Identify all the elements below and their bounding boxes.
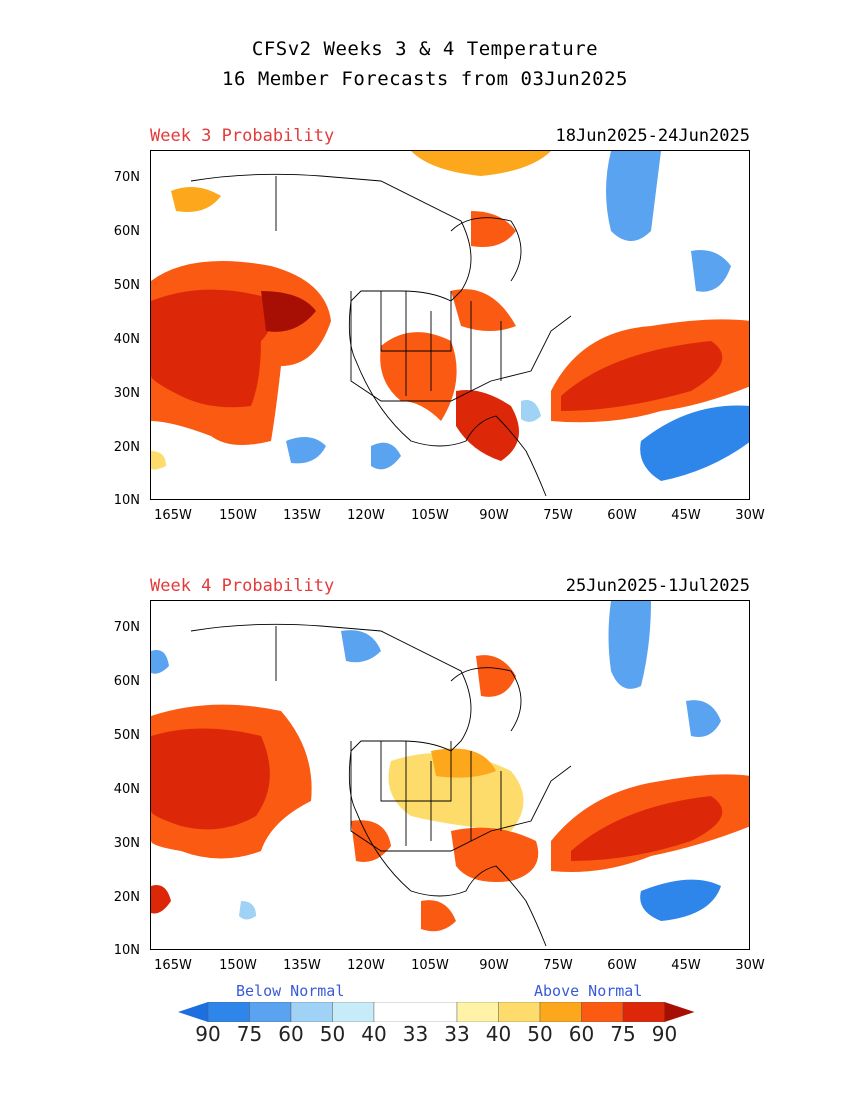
colorbar-bin	[456, 1002, 499, 1022]
week3-lat-tick: 10N	[113, 493, 140, 508]
colorbar-bin	[332, 1002, 375, 1022]
week3-lat-tick: 50N	[113, 278, 140, 293]
legend-below-normal-label: Below Normal	[236, 982, 345, 1000]
colorbar-bin	[539, 1002, 582, 1022]
week4-lon-tick: 90W	[479, 958, 509, 973]
week3-lon-tick: 165W	[154, 508, 192, 523]
week4-lon-tick: 165W	[154, 958, 192, 973]
colorbar-arrow-left	[178, 1002, 208, 1022]
week3-lon-tick: 120W	[347, 508, 385, 523]
colorbar-bin	[581, 1002, 624, 1022]
colorbar-bin	[207, 1002, 250, 1022]
week3-lon-tick: 105W	[411, 508, 449, 523]
legend-value: 33	[444, 1022, 470, 1046]
week3-above-normal-areas	[151, 151, 749, 470]
week4-lon-tick: 45W	[671, 958, 701, 973]
week4-lat-tick: 10N	[113, 943, 140, 958]
week3-lat-tick: 30N	[113, 386, 140, 401]
week4-lat-tick: 50N	[113, 728, 140, 743]
legend-value: 40	[485, 1022, 512, 1046]
week4-lon-tick: 105W	[411, 958, 449, 973]
week4-lat-tick: 30N	[113, 836, 140, 851]
legend-value: 75	[236, 1022, 263, 1046]
colorbar-bin	[249, 1002, 292, 1022]
legend-value: 90	[651, 1022, 678, 1046]
week3-lon-tick: 90W	[479, 508, 509, 523]
week3-coastlines	[190, 173, 572, 497]
week3-lon-tick: 60W	[607, 508, 637, 523]
week4-lon-tick: 120W	[347, 958, 385, 973]
colorbar-bin	[498, 1002, 541, 1022]
week4-lon-tick: 30W	[735, 958, 765, 973]
week3-lat-tick: 20N	[113, 440, 140, 455]
week4-lon-tick: 75W	[543, 958, 573, 973]
legend-value: 50	[319, 1022, 346, 1046]
colorbar-bin	[622, 1002, 665, 1022]
legend-above-normal-label: Above Normal	[534, 982, 643, 1000]
legend-value: 75	[610, 1022, 636, 1046]
week4-lon-tick: 135W	[283, 958, 321, 973]
week4-coastlines	[190, 623, 572, 947]
colorbar-arrow-right	[664, 1002, 695, 1022]
week4-lat-tick: 40N	[113, 782, 140, 797]
week4-map	[150, 600, 750, 950]
week3-lat-tick: 40N	[113, 332, 140, 347]
week3-lon-tick: 45W	[671, 508, 701, 523]
legend-value: 60	[568, 1022, 595, 1046]
legend-value: 50	[527, 1022, 553, 1046]
chart-subtitle: 16 Member Forecasts from 03Jun2025	[222, 68, 628, 90]
legend-colorbar	[178, 1002, 695, 1022]
week4-lat-tick: 70N	[113, 620, 140, 635]
week4-lon-tick: 150W	[219, 958, 257, 973]
week4-dates: 25Jun2025-1Jul2025	[565, 576, 750, 596]
chart-title: CFSv2 Weeks 3 & 4 Temperature	[251, 38, 599, 60]
colorbar-bin	[373, 1002, 458, 1022]
week4-label: Week 4 Probability	[150, 576, 335, 596]
colorbar-bin	[290, 1002, 333, 1022]
week3-lon-tick: 30W	[735, 508, 765, 523]
week3-lon-tick: 75W	[543, 508, 573, 523]
week4-lat-tick: 60N	[113, 674, 140, 689]
week3-lon-tick: 150W	[219, 508, 257, 523]
legend-value: 60	[278, 1022, 304, 1046]
week3-label: Week 3 Probability	[150, 126, 335, 146]
legend-value: 40	[361, 1022, 387, 1046]
week3-lat-tick: 70N	[113, 170, 140, 185]
week4-above-normal-areas	[151, 655, 749, 932]
week3-below-normal-areas	[286, 151, 749, 481]
week3-lon-tick: 135W	[283, 508, 321, 523]
week3-dates: 18Jun2025-24Jun2025	[555, 126, 750, 146]
legend-value: 90	[195, 1022, 221, 1046]
week3-map	[150, 150, 750, 500]
legend-value: 33	[402, 1022, 429, 1046]
week4-lon-tick: 60W	[607, 958, 637, 973]
week4-below-normal-areas	[151, 601, 721, 921]
week4-lat-tick: 20N	[113, 890, 140, 905]
week3-lat-tick: 60N	[113, 224, 140, 239]
